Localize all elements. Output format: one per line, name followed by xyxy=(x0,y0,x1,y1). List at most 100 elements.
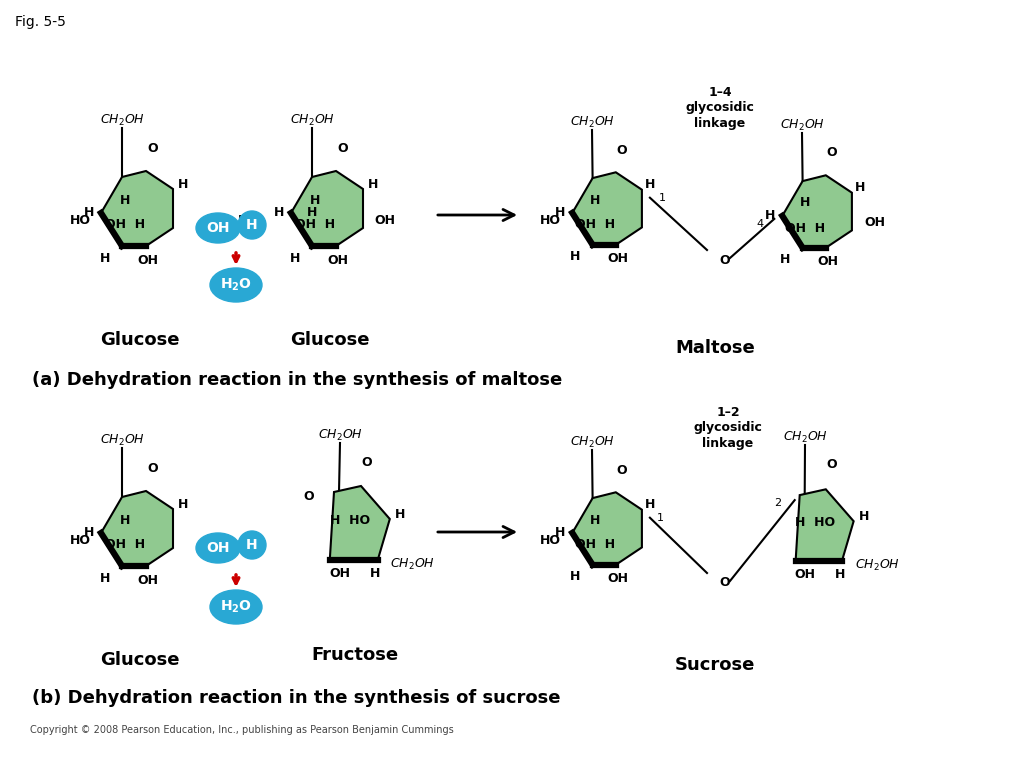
Text: O: O xyxy=(147,141,159,154)
Text: H: H xyxy=(590,194,600,207)
Text: H: H xyxy=(99,251,111,264)
Text: OH  H: OH H xyxy=(104,219,145,231)
Text: O: O xyxy=(616,144,628,157)
Text: H: H xyxy=(290,251,300,264)
Text: $CH_2OH$: $CH_2OH$ xyxy=(569,114,614,130)
Text: H  HO: H HO xyxy=(795,515,835,528)
Text: $CH_2OH$: $CH_2OH$ xyxy=(99,112,144,127)
Text: Glucose: Glucose xyxy=(100,331,180,349)
Text: O: O xyxy=(826,458,838,471)
Text: H: H xyxy=(120,194,130,207)
Text: OH: OH xyxy=(607,572,629,585)
Text: $CH_2OH$: $CH_2OH$ xyxy=(569,435,614,449)
Text: Maltose: Maltose xyxy=(675,339,755,357)
Text: OH: OH xyxy=(330,568,350,581)
Polygon shape xyxy=(572,172,642,245)
Text: O: O xyxy=(338,141,348,154)
Ellipse shape xyxy=(196,213,240,243)
Text: H: H xyxy=(855,181,865,194)
Ellipse shape xyxy=(210,268,262,302)
Text: O: O xyxy=(304,491,314,504)
Text: 4: 4 xyxy=(757,219,764,229)
Text: 1–2
glycosidic
linkage: 1–2 glycosidic linkage xyxy=(693,406,763,449)
Text: H: H xyxy=(307,207,317,220)
Text: (b) Dehydration reaction in the synthesis of sucrose: (b) Dehydration reaction in the synthesi… xyxy=(32,689,560,707)
Text: H: H xyxy=(835,568,845,581)
Text: $CH_2OH$: $CH_2OH$ xyxy=(390,558,435,572)
Text: H: H xyxy=(555,526,565,539)
Text: H: H xyxy=(569,571,581,584)
Polygon shape xyxy=(330,486,390,560)
Text: OH  H: OH H xyxy=(574,538,615,551)
Text: H  HO: H HO xyxy=(330,514,370,527)
Text: $\mathbf{H_2O}$: $\mathbf{H_2O}$ xyxy=(220,276,252,293)
Text: $CH_2OH$: $CH_2OH$ xyxy=(779,118,824,133)
Text: OH: OH xyxy=(137,574,159,587)
Polygon shape xyxy=(291,171,362,246)
Text: H: H xyxy=(246,538,258,552)
Text: H: H xyxy=(84,207,94,220)
Polygon shape xyxy=(101,171,173,246)
Circle shape xyxy=(238,211,266,239)
Circle shape xyxy=(238,531,266,559)
Text: H: H xyxy=(120,514,130,527)
Text: Glucose: Glucose xyxy=(100,651,180,669)
Text: H: H xyxy=(569,250,581,263)
Text: Glucose: Glucose xyxy=(290,331,370,349)
Text: OH  H: OH H xyxy=(574,219,615,231)
Polygon shape xyxy=(101,491,173,566)
Text: HO: HO xyxy=(238,214,258,227)
Text: OH: OH xyxy=(864,217,886,230)
Text: Fig. 5-5: Fig. 5-5 xyxy=(15,15,66,29)
Text: O: O xyxy=(720,577,730,590)
Text: Sucrose: Sucrose xyxy=(675,656,755,674)
Text: H: H xyxy=(310,194,321,207)
Text: H: H xyxy=(800,197,810,210)
Text: $\mathbf{H_2O}$: $\mathbf{H_2O}$ xyxy=(220,599,252,615)
Text: O: O xyxy=(147,462,159,475)
Text: OH: OH xyxy=(607,253,629,265)
Text: OH: OH xyxy=(328,253,348,266)
Text: OH: OH xyxy=(206,221,229,235)
Polygon shape xyxy=(572,492,642,564)
Text: H: H xyxy=(590,514,600,527)
Text: O: O xyxy=(361,455,373,468)
Text: 1: 1 xyxy=(656,513,664,523)
Text: HO: HO xyxy=(540,214,560,227)
Text: H: H xyxy=(178,177,188,190)
Ellipse shape xyxy=(210,590,262,624)
Text: OH  H: OH H xyxy=(295,219,335,231)
Text: OH: OH xyxy=(137,253,159,266)
Text: 2: 2 xyxy=(774,498,781,508)
Text: O: O xyxy=(616,464,628,476)
Text: OH  H: OH H xyxy=(104,538,145,551)
Text: HO: HO xyxy=(70,534,90,547)
Text: OH: OH xyxy=(817,255,839,268)
Text: OH: OH xyxy=(375,214,395,227)
Text: OH  H: OH H xyxy=(785,221,825,234)
Text: Fructose: Fructose xyxy=(311,646,398,664)
Text: H: H xyxy=(84,527,94,539)
Text: 1: 1 xyxy=(658,193,666,203)
Text: Copyright © 2008 Pearson Education, Inc., publishing as Pearson Benjamin Cumming: Copyright © 2008 Pearson Education, Inc.… xyxy=(30,725,454,735)
Text: HO: HO xyxy=(70,214,90,227)
Text: H: H xyxy=(780,253,791,266)
Text: OH: OH xyxy=(795,568,815,581)
Text: (a) Dehydration reaction in the synthesis of maltose: (a) Dehydration reaction in the synthesi… xyxy=(32,371,562,389)
Text: $CH_2OH$: $CH_2OH$ xyxy=(855,558,899,573)
Text: H: H xyxy=(368,177,378,190)
Text: O: O xyxy=(826,147,838,160)
Polygon shape xyxy=(796,489,854,561)
Text: $CH_2OH$: $CH_2OH$ xyxy=(99,432,144,448)
Text: H: H xyxy=(273,207,285,220)
Text: OH: OH xyxy=(206,541,229,555)
Text: $CH_2OH$: $CH_2OH$ xyxy=(290,112,335,127)
Text: H: H xyxy=(645,178,655,191)
Text: H: H xyxy=(765,210,775,223)
Text: $CH_2OH$: $CH_2OH$ xyxy=(782,429,827,445)
Text: $CH_2OH$: $CH_2OH$ xyxy=(317,428,362,442)
Text: HO: HO xyxy=(540,534,560,547)
Text: H: H xyxy=(370,568,380,581)
Text: H: H xyxy=(645,498,655,511)
Text: 1–4
glycosidic
linkage: 1–4 glycosidic linkage xyxy=(685,87,755,130)
